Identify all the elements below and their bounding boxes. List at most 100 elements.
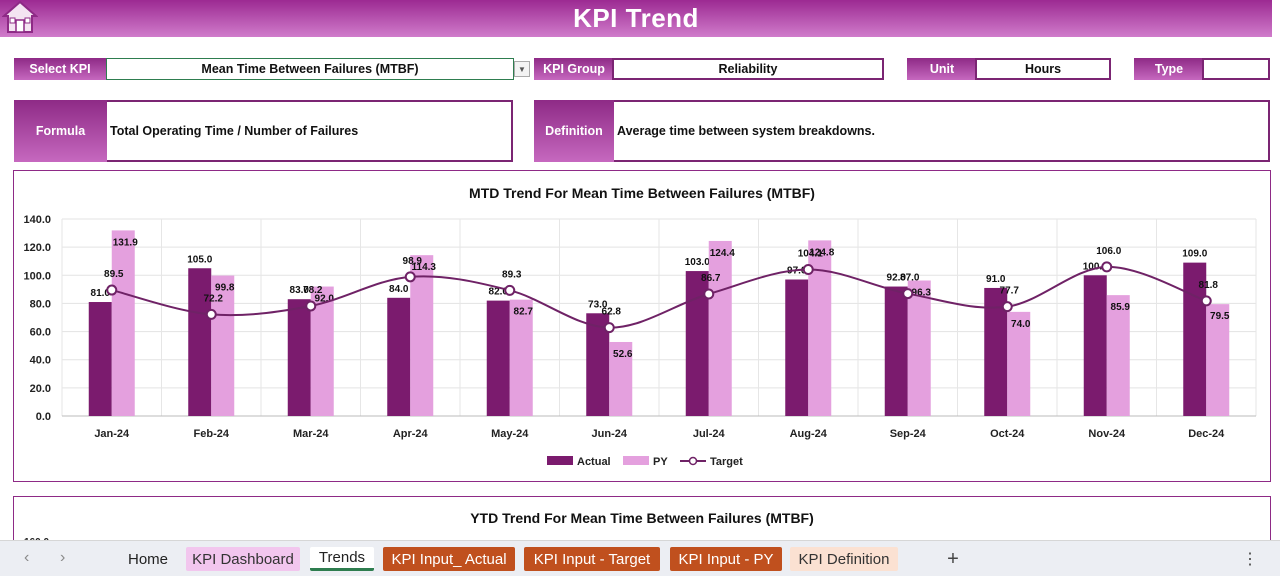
data-label-target: 86.7 bbox=[701, 273, 721, 284]
data-label-target: 104.1 bbox=[798, 249, 823, 260]
legend-swatch-actual bbox=[547, 456, 573, 465]
data-label-py: 85.9 bbox=[1111, 302, 1131, 313]
data-label-target: 62.8 bbox=[602, 307, 622, 318]
data-label-actual: 100.0 bbox=[1083, 261, 1108, 272]
data-label-target: 106.0 bbox=[1096, 246, 1121, 257]
bar-py bbox=[410, 255, 434, 416]
data-label-py: 131.9 bbox=[113, 237, 138, 248]
bar-actual bbox=[1183, 262, 1207, 416]
target-point bbox=[106, 284, 118, 296]
bar-actual bbox=[287, 299, 311, 416]
bar-py bbox=[907, 280, 931, 416]
y-tick-label: 120.0 bbox=[23, 242, 51, 254]
add-sheet-icon[interactable]: + bbox=[947, 547, 959, 570]
y-tick-label: 80.0 bbox=[30, 298, 51, 310]
bar-py bbox=[509, 299, 533, 416]
legend-marker-target bbox=[688, 456, 698, 466]
x-tick-label: Sep-24 bbox=[890, 428, 927, 440]
y-tick-label: 140.0 bbox=[23, 214, 51, 226]
y-tick-label: 20.0 bbox=[30, 383, 51, 395]
home-icon[interactable] bbox=[2, 0, 38, 34]
unit-label: Unit bbox=[907, 58, 977, 80]
chevron-right-icon[interactable]: › bbox=[60, 549, 66, 566]
select-kpi-dropdown[interactable]: Mean Time Between Failures (MTBF) bbox=[106, 58, 514, 80]
data-label-py: 74.0 bbox=[1011, 319, 1031, 330]
formula-label: Formula bbox=[14, 100, 107, 162]
target-line bbox=[111, 265, 1207, 329]
bar-actual bbox=[1083, 275, 1107, 416]
tab-kpi-input-py[interactable]: KPI Input - PY bbox=[670, 547, 782, 571]
legend-label-target: Target bbox=[710, 456, 743, 468]
kpi-group-value: Reliability bbox=[612, 58, 884, 80]
select-kpi-label: Select KPI bbox=[14, 58, 106, 80]
bar-py bbox=[808, 240, 832, 416]
x-tick-label: Jul-24 bbox=[693, 428, 726, 440]
data-label-actual: 109.0 bbox=[1182, 249, 1207, 260]
data-label-py: 99.8 bbox=[215, 283, 235, 294]
definition-label: Definition bbox=[534, 100, 614, 162]
bar-actual bbox=[586, 313, 610, 416]
data-label-actual: 92.0 bbox=[887, 273, 907, 284]
y-tick-label: 100.0 bbox=[23, 270, 51, 282]
data-label-py: 124.4 bbox=[710, 248, 735, 259]
chevron-left-icon[interactable]: ‹ bbox=[24, 549, 30, 566]
bar-py bbox=[310, 286, 334, 416]
mtd-chart: 0.0 20.0 40.0 60.0 80.0 100.0 120.0 140.0 81.0 13… bbox=[23, 214, 1257, 468]
data-label-target: 72.2 bbox=[204, 293, 224, 304]
target-point bbox=[305, 300, 317, 312]
type-value bbox=[1202, 58, 1270, 80]
target-point bbox=[1101, 261, 1113, 273]
more-options-icon[interactable]: ⋮ bbox=[1242, 551, 1258, 568]
bar-py bbox=[708, 240, 732, 416]
x-tick-label: Feb-24 bbox=[194, 428, 230, 440]
tab-kpi-dashboard[interactable]: KPI Dashboard bbox=[186, 547, 300, 571]
tab-home[interactable]: Home bbox=[127, 550, 168, 568]
chevron-down-icon[interactable]: ▼ bbox=[514, 61, 530, 77]
target-point bbox=[504, 284, 516, 296]
data-label-target: 98.9 bbox=[403, 256, 423, 267]
bar-actual bbox=[884, 286, 908, 416]
x-tick-label: Apr-24 bbox=[393, 428, 429, 440]
data-label-actual: 82.0 bbox=[489, 287, 509, 298]
mtd-chart-title: MTD Trend For Mean Time Between Failures… bbox=[469, 185, 815, 201]
tab-trends[interactable]: Trends bbox=[310, 547, 374, 571]
target-point bbox=[404, 271, 416, 283]
data-label-actual: 103.0 bbox=[685, 257, 710, 268]
bar-py bbox=[111, 230, 135, 416]
data-label-py: 82.7 bbox=[514, 307, 534, 318]
bar-py bbox=[1007, 311, 1031, 416]
x-tick-label: Oct-24 bbox=[990, 428, 1025, 440]
bar-py bbox=[609, 341, 633, 416]
data-label-target: 78.2 bbox=[303, 285, 323, 296]
data-label-actual: 105.0 bbox=[187, 254, 212, 265]
bar-actual bbox=[984, 287, 1008, 416]
data-label-py: 79.5 bbox=[1210, 311, 1230, 322]
tab-kpi-input-target[interactable]: KPI Input - Target bbox=[524, 547, 660, 571]
data-label-target: 87.0 bbox=[900, 273, 920, 284]
title-bar: KPI Trend bbox=[0, 0, 1272, 37]
bar-py bbox=[1106, 295, 1130, 416]
x-tick-label: Jun-24 bbox=[592, 428, 628, 440]
x-tick-label: Aug-24 bbox=[790, 428, 828, 440]
target-point bbox=[205, 308, 217, 320]
definition-box bbox=[534, 100, 1270, 162]
legend-label-actual: Actual bbox=[577, 456, 611, 468]
data-label-actual: 84.0 bbox=[389, 284, 409, 295]
target-point bbox=[802, 264, 814, 276]
tab-kpi-definition[interactable]: KPI Definition bbox=[790, 547, 898, 571]
legend-label-py: PY bbox=[653, 456, 668, 468]
data-label-actual: 73.0 bbox=[588, 299, 608, 310]
data-label-target: 77.7 bbox=[1000, 286, 1020, 297]
bar-actual bbox=[685, 271, 709, 416]
type-label: Type bbox=[1134, 58, 1204, 80]
ytd-chart-title: YTD Trend For Mean Time Between Failures… bbox=[470, 510, 814, 526]
target-point bbox=[603, 322, 615, 334]
sheet-tab-bar: ‹ › Home KPI Dashboard Trends KPI Input_… bbox=[0, 540, 1280, 576]
tab-kpi-input-actual[interactable]: KPI Input_ Actual bbox=[383, 547, 515, 571]
data-label-py: 124.8 bbox=[809, 247, 834, 258]
unit-value: Hours bbox=[975, 58, 1111, 80]
data-label-target: 89.3 bbox=[502, 269, 522, 280]
target-point bbox=[1001, 301, 1013, 313]
data-label-py: 92.0 bbox=[315, 294, 335, 305]
data-label-py: 96.3 bbox=[912, 287, 932, 298]
